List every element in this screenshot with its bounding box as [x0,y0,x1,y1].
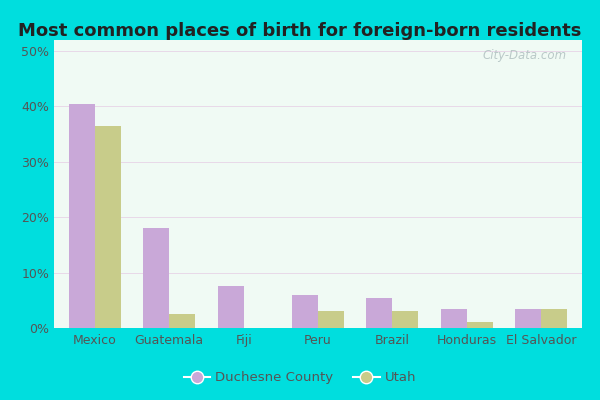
Bar [467,322,493,328]
Bar [318,311,344,328]
Bar [69,104,95,328]
Bar [218,286,244,328]
Bar [169,314,195,328]
Bar [143,228,169,328]
Bar [515,309,541,328]
Bar [367,298,392,328]
Legend: Duchesne County, Utah: Duchesne County, Utah [178,366,422,390]
Text: Most common places of birth for foreign-born residents: Most common places of birth for foreign-… [19,22,581,40]
Bar [392,311,418,328]
Bar [95,126,121,328]
Bar [541,309,567,328]
Bar [292,295,318,328]
Bar [441,309,467,328]
Text: City-Data.com: City-Data.com [482,49,566,62]
